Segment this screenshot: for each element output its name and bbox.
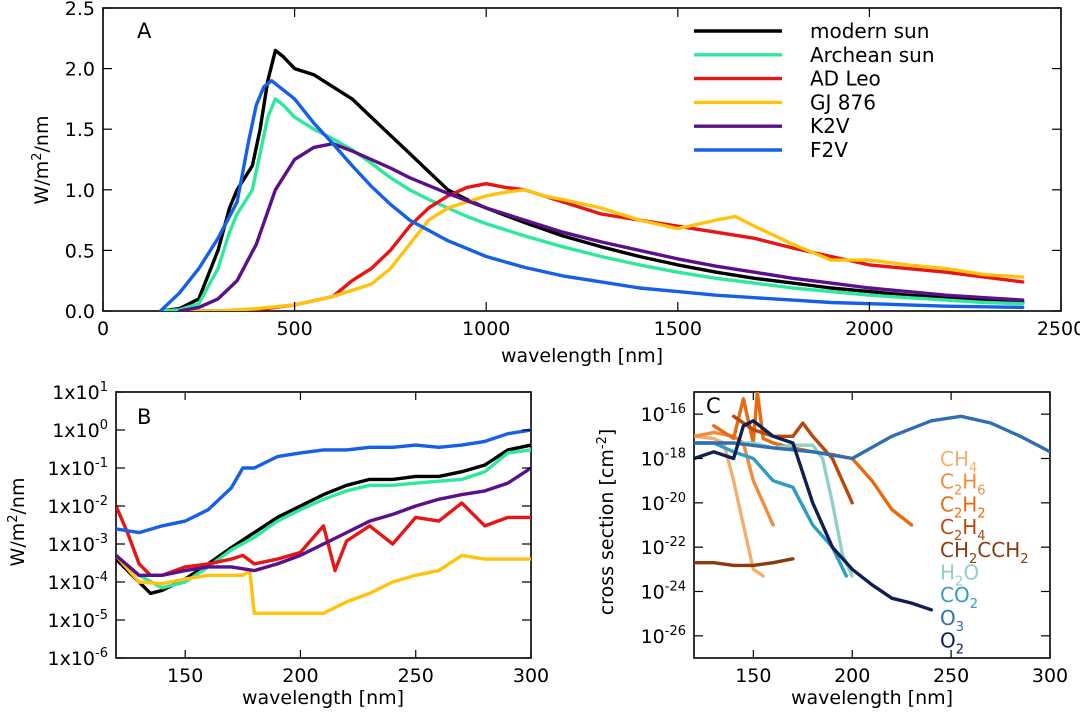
panel-a-ytick-label: 1.0 [65, 180, 95, 202]
panel-a-ylabel: W/m2/nm [30, 116, 53, 205]
legend-label: K2V [810, 114, 850, 138]
panel-c-xtick-label: 150 [735, 665, 771, 687]
panel-b-ytick-label: 1x10-4 [48, 570, 108, 594]
panel-c-xlabel: wavelength [nm] [791, 687, 953, 709]
panel-b-series-4 [116, 466, 531, 577]
panel-b: 150 200 250 300 1x10-6 1x10-5 1x10-4 1x10-3 1x10… [6, 380, 549, 709]
legend-label: F2V [810, 138, 848, 162]
panel-b-series [116, 428, 531, 615]
panel-a-ytick-label: 0.0 [65, 301, 95, 323]
panel-c-series-o3 [694, 414, 1050, 461]
panel-a-ytick-label: 1.5 [65, 119, 95, 141]
panel-a-xtick-label: 2000 [845, 318, 893, 340]
legend-label: modern sun [810, 19, 929, 43]
panel-a-series-modern-sun [158, 48, 1025, 311]
panel-b-xtick-label: 300 [513, 665, 549, 687]
panel-b-frame [115, 391, 532, 659]
panel-b-series-2 [116, 501, 531, 577]
panel-a-series-f2v [158, 78, 1025, 311]
panel-b-series-3 [116, 553, 531, 615]
molecule-label: O2 [940, 629, 964, 658]
panel-c-series-o2 [694, 419, 933, 612]
panel-c-ytick-label: 10-18 [641, 447, 686, 471]
panel-c-label: C [706, 394, 721, 418]
panel-b-xlabel: wavelength [nm] [242, 687, 404, 709]
panel-a-xtick-label: 500 [276, 318, 312, 340]
legend-label: Archean sun [810, 43, 935, 67]
panel-a: 0 500 1000 1500 2000 2500 0.0 0.5 1.0 1.5 2.0 2.5 A… [30, 0, 1080, 367]
panel-c-series-co2 [694, 441, 848, 578]
molecule-label: CH2CCH2 [940, 538, 1029, 567]
panel-b-ytick-label: 1x10-5 [48, 608, 108, 632]
panel-b-label: B [137, 405, 151, 429]
panel-a-xtick-label: 1000 [462, 318, 510, 340]
panel-b-ytick-label: 1x10-2 [48, 494, 108, 518]
panel-c-series-ch2cch2 [694, 557, 795, 568]
panel-c-series-ch4 [694, 434, 765, 578]
panel-b-xtick-label: 150 [167, 665, 203, 687]
molecule-label: CO2 [940, 583, 978, 612]
panel-a-label: A [137, 19, 152, 43]
panel-c-axes: 150 200 250 300 10-26 10-24 10-22 10-20 10-18 10-… [641, 392, 1068, 687]
panel-b-series-1 [116, 448, 531, 590]
panel-a-xtick-label: 0 [97, 318, 109, 340]
panel-a-ytick-label: 2.5 [65, 0, 95, 20]
panel-a-series-gj-876 [177, 188, 1025, 311]
legend-label: AD Leo [810, 67, 881, 91]
panel-c-ytick-label: 10-22 [641, 535, 686, 559]
panel-c-ytick-label: 10-24 [641, 580, 686, 604]
panel-c-ylabel: cross section [cm-2] [595, 429, 618, 616]
panel-b-ytick-label: 1x10-6 [48, 646, 108, 670]
panel-b-axes: 150 200 250 300 1x10-6 1x10-5 1x10-4 1x10-3 1x10… [48, 380, 550, 687]
panel-b-ytick-label: 1x101 [52, 380, 108, 404]
panel-c-xtick-label: 300 [1032, 665, 1068, 687]
molecule-label: O3 [940, 606, 964, 635]
molecule-label: C2H4 [940, 515, 986, 544]
panel-a-series [158, 48, 1025, 311]
molecule-label: C2H6 [940, 470, 986, 499]
panel-a-xtick-label: 1500 [654, 318, 702, 340]
panel-b-ytick-label: 1x10-1 [48, 456, 108, 480]
panel-b-ytick-label: 1x100 [52, 418, 108, 442]
molecule-label: H2O [940, 561, 979, 590]
panel-b-ylabel: W/m2/nm [6, 478, 29, 567]
panel-b-ytick-label: 1x10-3 [48, 532, 108, 556]
panel-c: 150 200 250 300 10-26 10-24 10-22 10-20 10-18 10-… [595, 391, 1068, 709]
panel-a-series-archean-sun [158, 97, 1025, 311]
panel-c-series [694, 392, 1050, 612]
panel-a-ytick-label: 2.0 [65, 59, 95, 81]
panel-c-xtick-label: 250 [933, 665, 969, 687]
panel-b-xtick-label: 250 [398, 665, 434, 687]
molecule-label: CH4 [940, 447, 977, 476]
panel-a-series-k2v [177, 141, 1025, 311]
panel-a-frame [102, 7, 1062, 312]
panel-a-xlabel: wavelength [nm] [501, 345, 663, 367]
panel-c-ytick-label: 10-26 [641, 624, 686, 648]
panel-c-ytick-label: 10-16 [641, 402, 686, 426]
panel-c-ytick-label: 10-20 [641, 491, 686, 515]
molecule-label: C2H2 [940, 492, 986, 521]
legend-label: GJ 876 [810, 90, 876, 114]
panel-b-xtick-label: 200 [282, 665, 318, 687]
panel-a-axes: 0 500 1000 1500 2000 2500 0.0 0.5 1.0 1.5 2.0 2.5 [65, 0, 1080, 340]
panel-b-series-5 [116, 428, 531, 535]
panel-c-xtick-label: 200 [834, 665, 870, 687]
panel-a-xtick-label: 2500 [1037, 318, 1080, 340]
panel-a-ytick-label: 0.5 [65, 240, 95, 262]
panel-c-frame [693, 391, 1051, 659]
